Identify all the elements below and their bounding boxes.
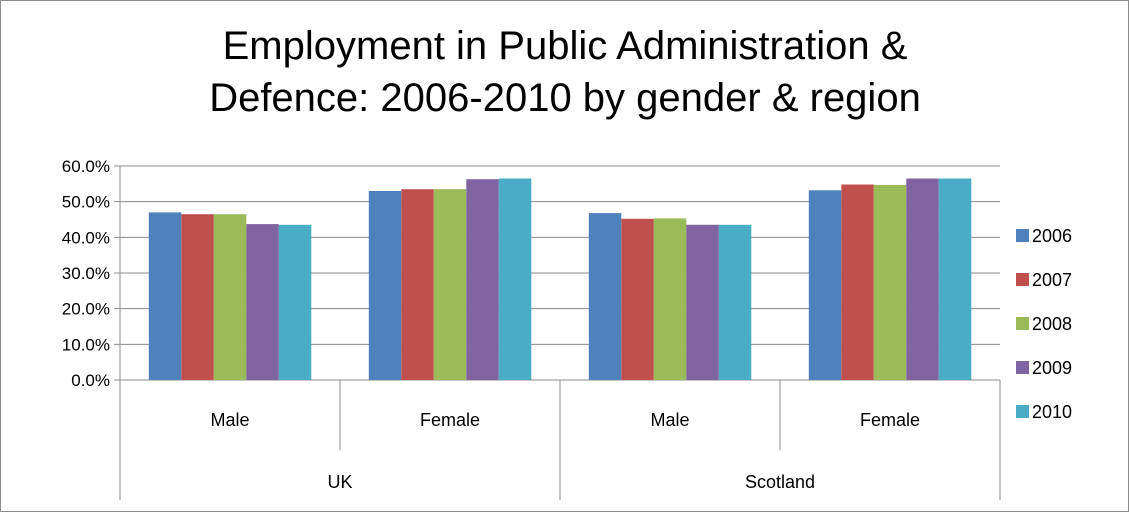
legend-label: 2008: [1032, 314, 1072, 334]
bar-2009-female-1: [466, 179, 499, 380]
y-tick-label: 60.0%: [62, 157, 110, 176]
x-tick-label: Female: [420, 410, 480, 430]
bar-2010-male-2: [718, 224, 752, 380]
chart-title-line-1: Employment in Public Administration &: [222, 24, 908, 68]
bar-2006-male-2: [588, 213, 622, 380]
y-tick-label: 10.0%: [62, 335, 110, 354]
legend: 2006 2007 2008 2009 2010: [1016, 226, 1072, 422]
bar-2006-male-0: [148, 212, 182, 380]
group-label: Scotland: [745, 472, 815, 492]
bar-2008-female-1: [433, 189, 467, 380]
legend-label: 2006: [1032, 226, 1072, 246]
legend-swatch: [1016, 229, 1029, 242]
bar-2007-male-2: [621, 218, 654, 380]
legend-swatch: [1016, 317, 1029, 330]
y-tick-label: 40.0%: [62, 228, 110, 247]
legend-swatch: [1016, 361, 1029, 374]
y-tick-label: 0.0%: [71, 371, 110, 390]
legend-swatch: [1016, 273, 1029, 286]
axes: 0.0% 10.0% 20.0% 30.0% 40.0% 50.0% 60.0% Male Fe…: [62, 157, 1001, 500]
bar-2009-female-3: [906, 178, 939, 380]
bar-2008-male-0: [213, 214, 247, 380]
legend-label: 2007: [1032, 270, 1072, 290]
chart-title: Employment in Public Administration & De…: [100, 20, 1030, 124]
bar-2007-female-3: [841, 184, 874, 380]
chart-title-line-2: Defence: 2006-2010 by gender & region: [209, 76, 921, 120]
y-tick-label: 50.0%: [62, 193, 110, 212]
bar-2007-male-0: [181, 214, 214, 380]
legend-label: 2009: [1032, 358, 1072, 378]
bar-2008-female-3: [873, 184, 907, 380]
bar-2010-female-1: [498, 178, 532, 380]
x-tick-label: Male: [210, 410, 249, 430]
bar-2008-male-2: [653, 218, 687, 380]
bars: [148, 178, 972, 380]
bar-2006-female-1: [368, 191, 402, 380]
x-tick-label: Male: [650, 410, 689, 430]
y-tick-label: 30.0%: [62, 264, 110, 283]
bar-2007-female-1: [401, 189, 434, 380]
bar-2009-male-2: [686, 224, 719, 380]
bar-2009-male-0: [246, 224, 279, 380]
bar-2006-female-3: [808, 190, 842, 380]
group-label: UK: [327, 472, 352, 492]
legend-swatch: [1016, 405, 1029, 418]
bar-2010-male-0: [278, 224, 312, 380]
bar-2010-female-3: [938, 178, 972, 380]
y-tick-label: 20.0%: [62, 300, 110, 319]
legend-label: 2010: [1032, 402, 1072, 422]
x-tick-label: Female: [860, 410, 920, 430]
